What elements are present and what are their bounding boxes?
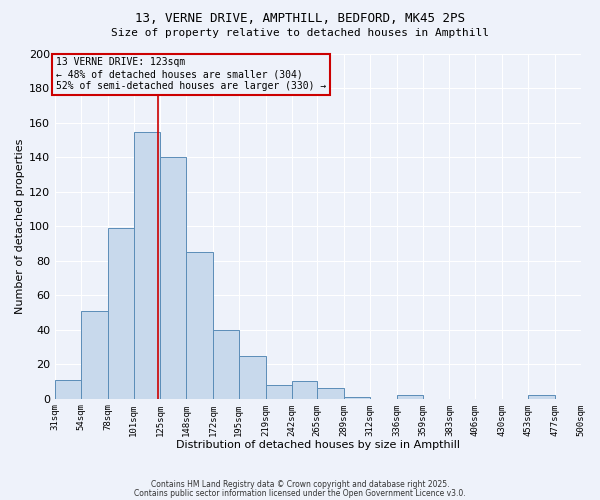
Bar	[160, 158, 186, 398]
Bar	[317, 388, 344, 398]
Y-axis label: Number of detached properties: Number of detached properties	[15, 138, 25, 314]
Text: Contains public sector information licensed under the Open Government Licence v3: Contains public sector information licen…	[134, 488, 466, 498]
Bar	[213, 330, 239, 398]
Text: 13, VERNE DRIVE, AMPTHILL, BEDFORD, MK45 2PS: 13, VERNE DRIVE, AMPTHILL, BEDFORD, MK45…	[135, 12, 465, 26]
Bar	[266, 385, 292, 398]
Bar	[239, 356, 266, 399]
Text: 13 VERNE DRIVE: 123sqm
← 48% of detached houses are smaller (304)
52% of semi-de: 13 VERNE DRIVE: 123sqm ← 48% of detached…	[56, 58, 326, 90]
Bar	[186, 252, 213, 398]
Bar	[81, 311, 108, 398]
X-axis label: Distribution of detached houses by size in Ampthill: Distribution of detached houses by size …	[176, 440, 460, 450]
Text: Size of property relative to detached houses in Ampthill: Size of property relative to detached ho…	[111, 28, 489, 38]
Bar	[397, 396, 422, 398]
Bar	[292, 382, 317, 398]
Text: Contains HM Land Registry data © Crown copyright and database right 2025.: Contains HM Land Registry data © Crown c…	[151, 480, 449, 489]
Bar	[528, 396, 555, 398]
Bar	[344, 397, 370, 398]
Bar	[134, 132, 160, 398]
Bar	[55, 380, 81, 398]
Bar	[108, 228, 134, 398]
